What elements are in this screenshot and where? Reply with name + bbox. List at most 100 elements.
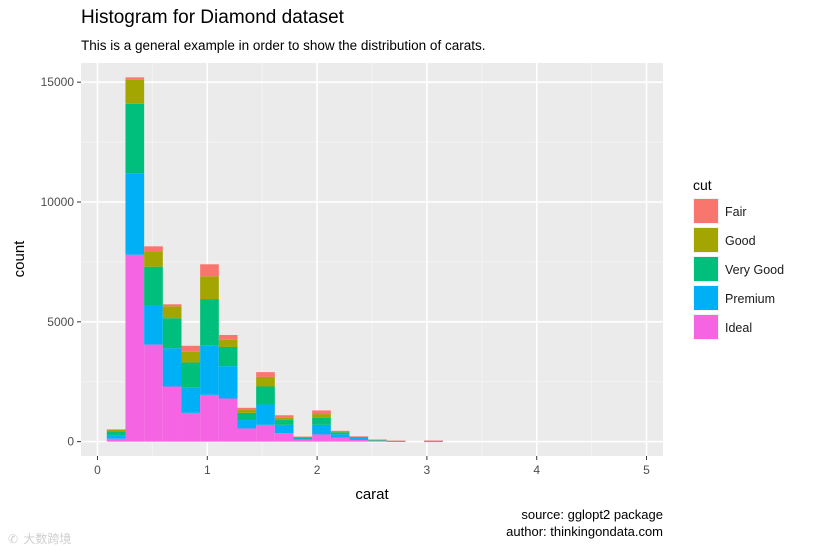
bar-segment-fair (162, 304, 182, 307)
bar-segment-good (181, 351, 201, 363)
bar-segment-fair (237, 407, 257, 410)
bar-segment-ideal (274, 433, 294, 442)
bar-segment-fair (125, 77, 145, 80)
legend-label-ideal: Ideal (725, 321, 752, 335)
bar-segment-premium (293, 438, 313, 440)
bar-segment-good (200, 276, 219, 300)
bar-segment-fair (424, 440, 443, 442)
watermark-text: 大数跨境 (23, 531, 71, 546)
bar-segment-very-good (256, 386, 275, 405)
bar-segment-good (293, 436, 313, 438)
bar-segment-ideal (144, 344, 163, 442)
bar-segment-premium (237, 420, 257, 429)
bar-segment-premium (312, 424, 331, 435)
bar-segment-premium (162, 348, 182, 387)
bar-segment-ideal (106, 438, 126, 442)
bar-segment-ideal (181, 412, 201, 442)
bar-segment-very-good (293, 437, 313, 439)
bar-segment-fair (218, 334, 238, 340)
bar-segment-very-good (162, 318, 182, 349)
y-axis-title: count (11, 240, 28, 278)
bar-segment-good (144, 251, 163, 267)
bar-segment-good (330, 431, 350, 433)
bar-segment-good (274, 417, 294, 421)
bar-segment-fair (106, 429, 126, 431)
legend-swatch-fair (694, 199, 718, 223)
legend-swatch-ideal (694, 315, 718, 339)
x-axis-title: carat (355, 486, 389, 503)
caption-source: source: gglopt2 package (521, 507, 663, 522)
legend-swatch-very-good (694, 257, 718, 281)
x-tick-label: 5 (643, 463, 650, 477)
legend-items: Fair Good Very Good Premium Ideal (693, 198, 784, 340)
bar-segment-ideal (330, 437, 350, 442)
legend-label-very-good: Very Good (725, 263, 784, 277)
bar-segment-very-good (237, 412, 257, 421)
bar-segment-ideal (349, 439, 369, 442)
x-tick-label: 0 (94, 463, 101, 477)
y-tick-label: 15000 (41, 75, 75, 89)
bar-segment-premium (330, 434, 350, 438)
bar-segment-very-good (144, 266, 163, 306)
bar-segment-very-good (218, 346, 238, 367)
x-tick-label: 2 (314, 463, 321, 477)
legend: cut Fair Good Very Good Premium Ideal (693, 177, 784, 340)
x-tick-label: 4 (533, 463, 540, 477)
caption-author: author: thinkingondata.com (506, 524, 663, 539)
minor-gridlines (81, 63, 663, 456)
bar-segment-fair (368, 439, 387, 441)
x-axis-ticks: 0 1 2 3 4 5 (94, 456, 650, 477)
bar-segment-very-good (125, 103, 145, 174)
legend-label-good: Good (725, 234, 756, 248)
legend-swatch-premium (694, 286, 718, 310)
bar-segment-good (312, 414, 331, 418)
bar-segment-fair (200, 264, 219, 277)
bar-segment-very-good (312, 417, 331, 425)
bar-segment-ideal (237, 428, 257, 442)
bar-segment-good (256, 376, 275, 387)
bar-segment-premium (274, 424, 294, 434)
y-axis-ticks: 0 5000 10000 15000 (41, 75, 81, 449)
legend-label-premium: Premium (725, 292, 775, 306)
bar-segment-ideal (368, 440, 387, 442)
bar-segment-very-good (330, 432, 350, 435)
legend-swatch-good (694, 228, 718, 252)
bar-segment-ideal (256, 424, 275, 442)
bar-segment-very-good (349, 437, 369, 439)
legend-label-fair: Fair (725, 205, 747, 219)
bar-segment-very-good (274, 420, 294, 425)
bar-segment-premium (256, 404, 275, 425)
bar-segment-fair (274, 415, 294, 418)
bar-segment-ideal (293, 439, 313, 442)
bar-segment-premium (144, 305, 163, 345)
bar-segment-good (125, 79, 145, 104)
bar-segment-very-good (200, 299, 219, 346)
bar-segment-ideal (162, 386, 182, 442)
bar-segment-fair (144, 246, 163, 252)
bar-segment-ideal (424, 441, 443, 443)
bar-segment-fair (181, 345, 201, 352)
chart-title: Histogram for Diamond dataset (81, 7, 345, 28)
bar-segment-ideal (125, 254, 145, 442)
bar-segment-very-good (106, 431, 126, 436)
bar-segment-ideal (200, 394, 219, 442)
bar-segment-very-good (181, 362, 201, 388)
watermark-icon: ✆ (8, 532, 18, 546)
bar-segment-fair (386, 440, 406, 442)
legend-title: cut (693, 177, 712, 193)
bar-segment-good (162, 306, 182, 319)
bar-segment-fair (349, 436, 369, 437)
bar-segment-ideal (386, 441, 406, 442)
bar-segment-ideal (218, 398, 238, 442)
bar-segment-good (218, 339, 238, 347)
bars (106, 77, 443, 443)
bar-segment-fair (256, 372, 275, 377)
bar-segment-premium (181, 387, 201, 413)
y-tick-label: 5000 (47, 315, 74, 329)
x-tick-label: 3 (424, 463, 431, 477)
bar-segment-premium (200, 345, 219, 395)
x-tick-label: 1 (204, 463, 211, 477)
y-tick-label: 10000 (41, 195, 75, 209)
chart-subtitle: This is a general example in order to sh… (81, 38, 485, 53)
